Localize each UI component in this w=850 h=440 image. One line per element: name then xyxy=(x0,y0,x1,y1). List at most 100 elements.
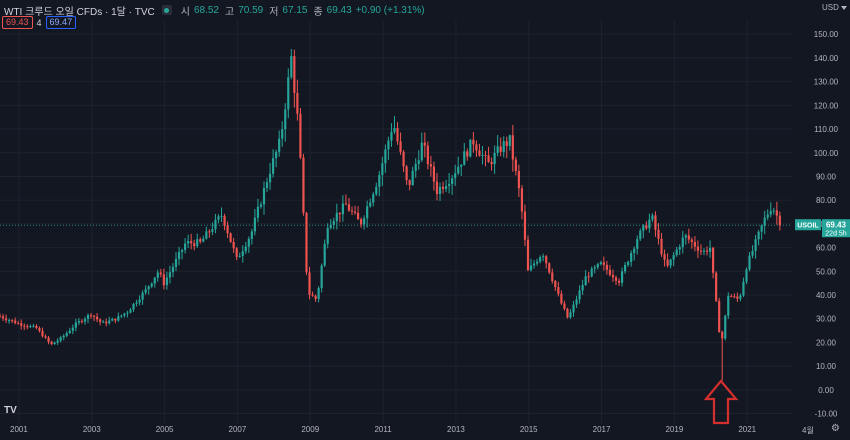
time-axis-month-label: 4월 xyxy=(802,426,814,435)
symbol-title[interactable]: WTI 크루드 오일 CFDs · 1달 · TVC xyxy=(4,6,155,18)
candle-body xyxy=(508,135,511,146)
buy-price-button[interactable]: 69.47 xyxy=(45,16,77,29)
candle-body xyxy=(1,316,5,319)
candle-body xyxy=(645,225,648,229)
candle-body xyxy=(630,253,633,262)
candle-body xyxy=(68,330,71,334)
gear-icon[interactable]: ⚙ xyxy=(831,423,840,434)
candle-body xyxy=(108,320,111,324)
candle-body xyxy=(59,337,62,341)
candle-body xyxy=(593,267,596,269)
grid xyxy=(0,20,792,423)
candle-body xyxy=(708,247,712,252)
candle-body xyxy=(448,184,451,187)
candle-body xyxy=(17,323,20,325)
sell-price-button[interactable]: 69.43 xyxy=(2,16,33,29)
candle-body xyxy=(381,163,384,176)
candle-body xyxy=(581,285,584,291)
candle-body xyxy=(739,295,742,299)
candle-body xyxy=(338,212,341,215)
candle-body xyxy=(238,255,241,257)
candle-body xyxy=(162,274,165,286)
candle-body xyxy=(193,243,196,247)
candle-body xyxy=(138,299,141,303)
candle-body xyxy=(502,141,505,152)
candle-body xyxy=(323,243,326,266)
candle-body xyxy=(165,277,168,286)
candle-body xyxy=(539,257,542,262)
candle-body xyxy=(387,140,390,150)
candle-body xyxy=(265,182,269,188)
candle-body xyxy=(50,341,53,345)
candle-body xyxy=(696,246,700,251)
candle-body xyxy=(627,261,630,265)
candle-body xyxy=(642,225,645,231)
time-tick-label: 2007 xyxy=(229,425,247,434)
candle-body xyxy=(624,264,627,272)
candle-body xyxy=(469,139,472,157)
candle-body xyxy=(678,247,681,250)
candle-body xyxy=(196,239,199,247)
candle-body xyxy=(317,288,320,299)
price-tag: 69.43 xyxy=(826,221,847,230)
high-value: 70.59 xyxy=(238,4,264,16)
candle-body xyxy=(693,241,696,247)
candle-body xyxy=(26,326,29,328)
candle-body xyxy=(150,283,153,287)
candle-body xyxy=(256,206,260,218)
candle-body xyxy=(517,171,520,189)
currency-selector[interactable]: USD xyxy=(822,3,847,12)
candle-body xyxy=(353,211,357,213)
candle-body xyxy=(253,217,256,232)
candle-body xyxy=(554,281,557,288)
candle-body xyxy=(308,272,311,295)
candle-body xyxy=(184,243,187,250)
time-tick-label: 2017 xyxy=(593,425,611,434)
candle-body xyxy=(775,210,778,216)
candle-body xyxy=(4,318,8,321)
candle-body xyxy=(244,246,247,252)
candle-body xyxy=(32,325,35,327)
candle-body xyxy=(144,289,147,293)
candle-body xyxy=(41,330,44,337)
candle-body xyxy=(190,240,193,244)
candle-body xyxy=(120,315,123,317)
candles xyxy=(0,49,781,381)
candle-body xyxy=(496,146,499,153)
candle-body xyxy=(335,212,338,222)
candle-body xyxy=(241,251,244,256)
candle-body xyxy=(599,262,602,265)
candle-body xyxy=(572,304,575,313)
low-label: 저 xyxy=(269,6,279,18)
candle-body xyxy=(675,249,678,256)
candle-body xyxy=(177,251,181,259)
candle-body xyxy=(475,144,478,151)
price-tick-label: 120.00 xyxy=(814,101,839,110)
candle-body xyxy=(232,241,235,249)
candle-body xyxy=(80,321,84,323)
tradingview-logo[interactable]: TV xyxy=(4,405,17,416)
candle-body xyxy=(375,186,378,195)
candle-body xyxy=(199,239,202,242)
price-tick-label: 90.00 xyxy=(816,172,837,181)
candle-body xyxy=(660,238,663,255)
candle-body xyxy=(159,272,162,275)
candle-body xyxy=(180,249,184,252)
candle-body xyxy=(405,166,408,181)
trade-panel: 69.43 4 69.47 xyxy=(2,16,77,29)
candle-body xyxy=(545,256,548,264)
candle-body xyxy=(466,151,469,157)
candle-body xyxy=(141,292,144,300)
candle-body xyxy=(590,268,593,277)
candle-body xyxy=(229,233,232,242)
candle-body xyxy=(654,215,657,230)
candle-body xyxy=(451,178,454,185)
candle-body xyxy=(168,272,172,278)
candle-body xyxy=(444,186,448,189)
candle-body xyxy=(560,293,563,304)
close-value: 69.43 xyxy=(326,4,352,16)
candle-body xyxy=(429,164,432,167)
time-axis: 2001 2003 2005 2007 2009 2011 2013 2015 2017 2019… xyxy=(10,425,757,434)
